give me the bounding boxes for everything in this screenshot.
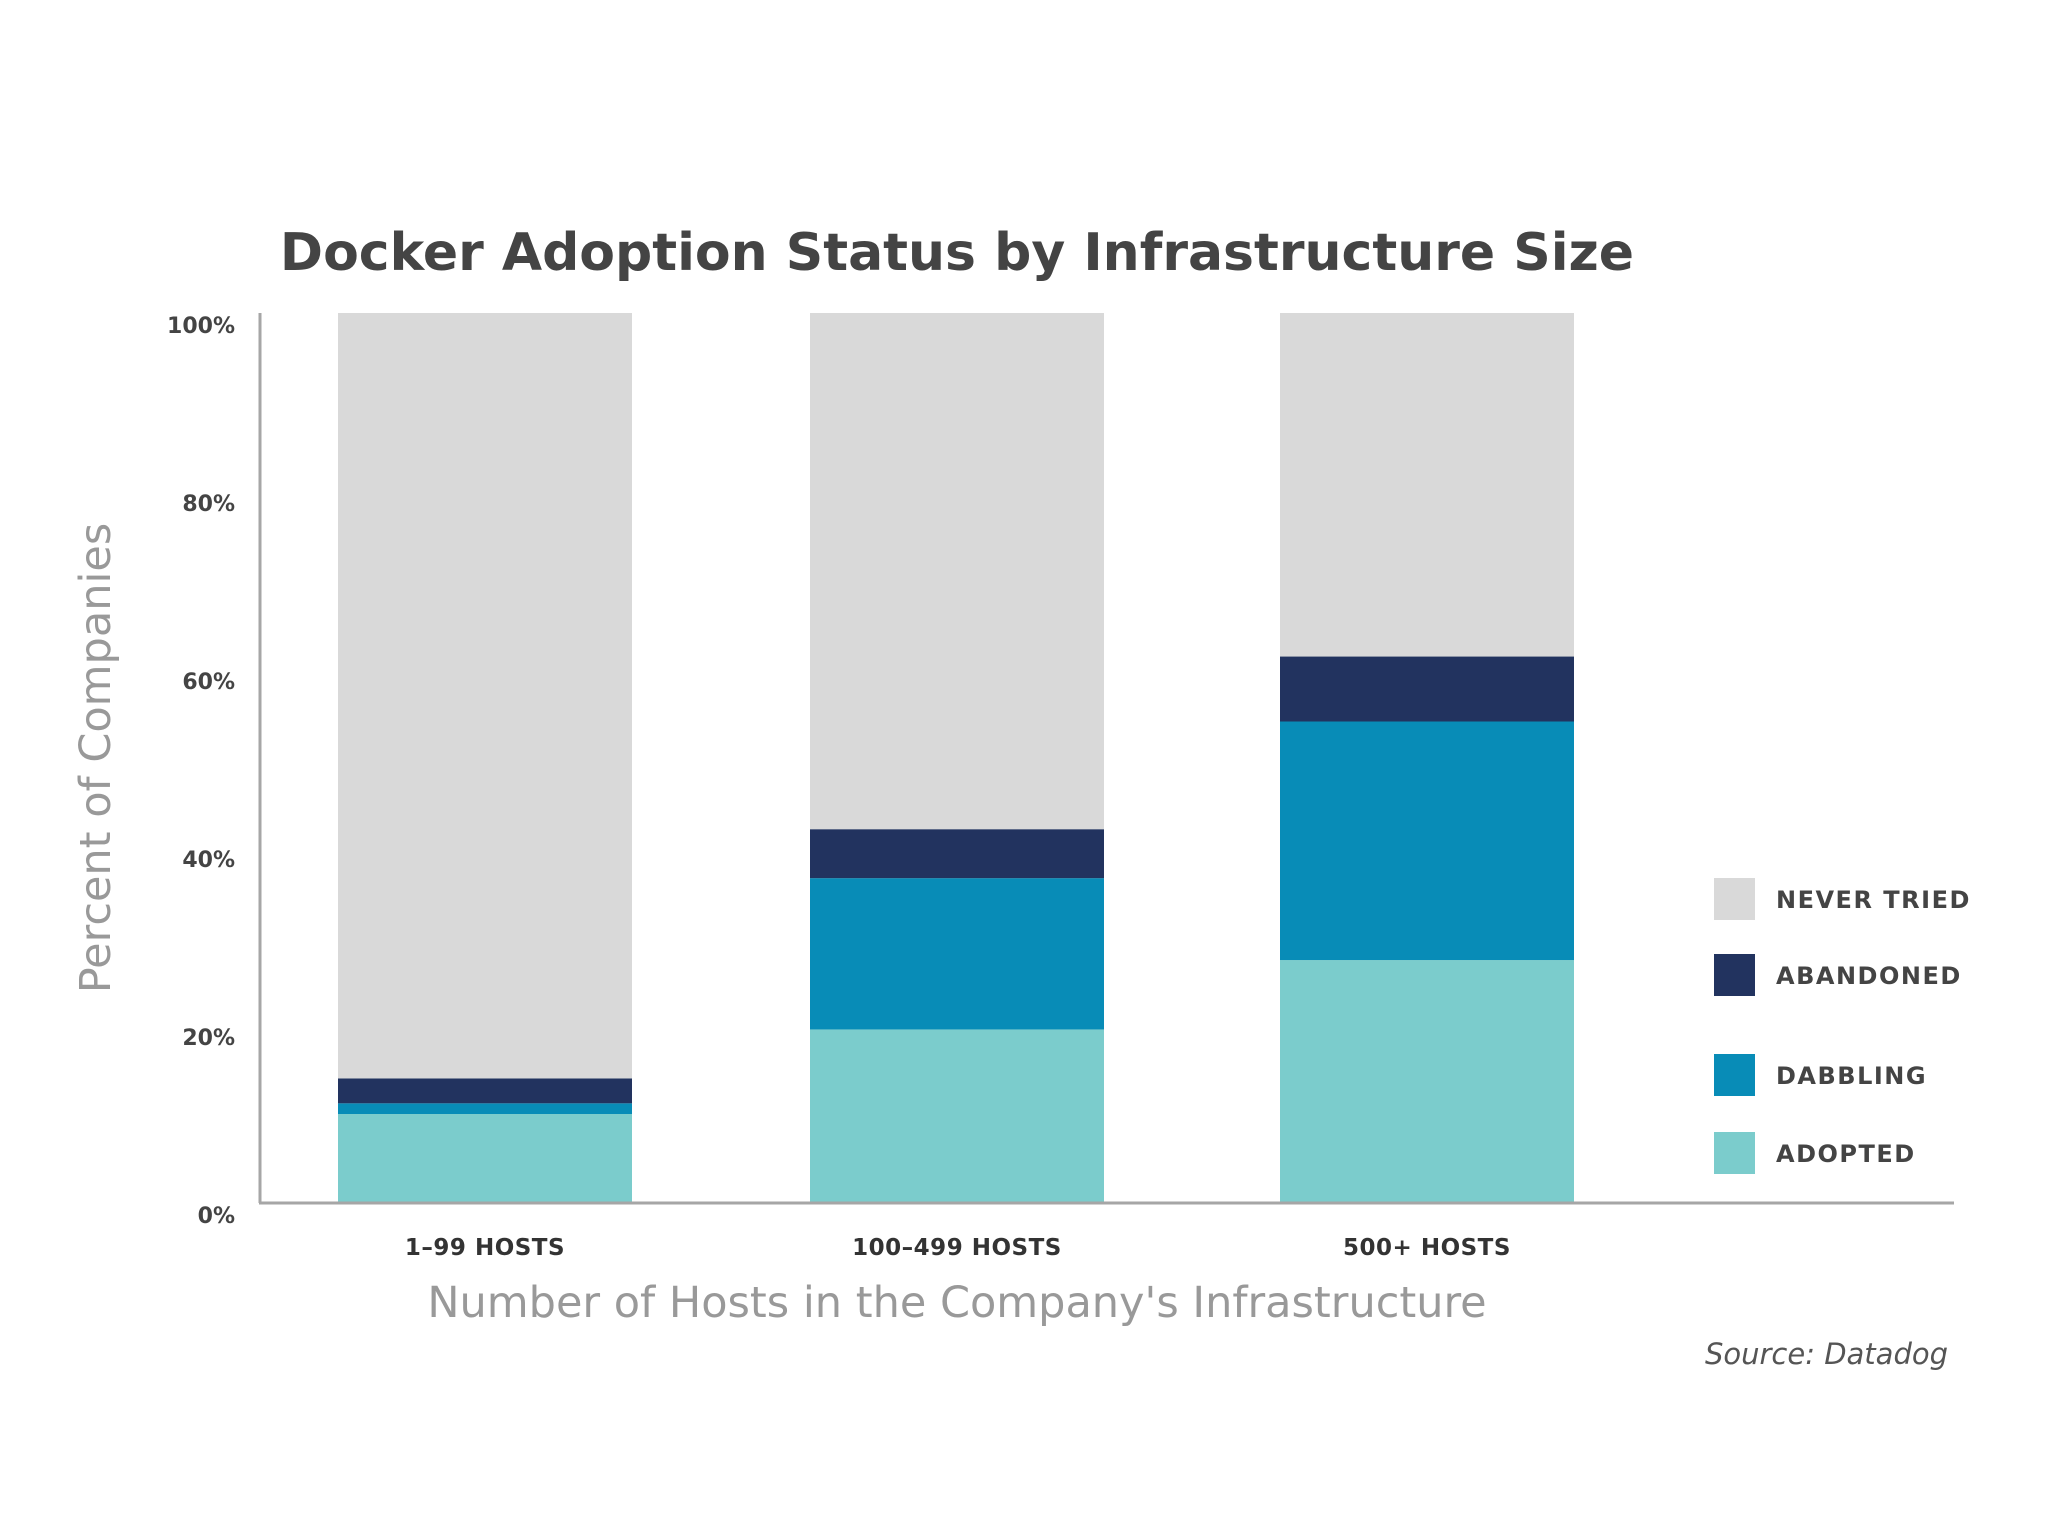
legend-swatch-adopted xyxy=(1714,1132,1755,1174)
y-tick-label: 0% xyxy=(198,1204,235,1229)
bar-segment-never-tried-2 xyxy=(810,313,1104,830)
legend-label-dabbling: DABBLING xyxy=(1776,1062,1927,1090)
bar-segment-never-tried-3 xyxy=(1280,313,1574,657)
legend-label-abandoned: ABANDONED xyxy=(1776,962,1962,990)
x-tick-label: 1–99 HOSTS xyxy=(405,1235,565,1261)
bars-group xyxy=(338,313,1574,1203)
bar-segment-dabbling-1 xyxy=(338,1103,632,1114)
bar-segment-never-tried-1 xyxy=(338,313,632,1079)
y-tick-label: 80% xyxy=(182,492,235,517)
y-tick-label: 100% xyxy=(167,314,235,339)
bar-segment-dabbling-2 xyxy=(810,878,1104,1030)
legend-label-adopted: ADOPTED xyxy=(1776,1140,1916,1168)
legend: NEVER TRIED ABANDONED DABBLING ADOPTED xyxy=(1714,878,1971,1174)
bar-segment-adopted-1 xyxy=(338,1114,632,1203)
bar-segment-abandoned-1 xyxy=(338,1078,632,1104)
y-tick-label: 60% xyxy=(182,670,235,695)
y-tick-label: 20% xyxy=(182,1026,235,1051)
legend-swatch-abandoned xyxy=(1714,954,1755,996)
x-tick-label: 100–499 HOSTS xyxy=(852,1235,1062,1261)
bar-segment-adopted-2 xyxy=(810,1029,1104,1203)
chart-title: Docker Adoption Status by Infrastructure… xyxy=(280,223,1634,283)
bar-segment-abandoned-3 xyxy=(1280,656,1574,722)
bar-segment-adopted-3 xyxy=(1280,960,1574,1203)
legend-swatch-dabbling xyxy=(1714,1054,1755,1096)
y-tick-labels: 0% 20% 40% 60% 80% 100% xyxy=(167,314,235,1229)
bar-segment-abandoned-2 xyxy=(810,829,1104,879)
legend-swatch-never-tried xyxy=(1714,878,1755,920)
y-axis-title: Percent of Companies xyxy=(71,523,121,994)
bar-segment-dabbling-3 xyxy=(1280,721,1574,961)
x-category-labels: 1–99 HOSTS 100–499 HOSTS 500+ HOSTS xyxy=(405,1235,1511,1261)
y-tick-label: 40% xyxy=(182,848,235,873)
x-tick-label: 500+ HOSTS xyxy=(1343,1235,1511,1261)
source-note: Source: Datadog xyxy=(1705,1337,1948,1371)
legend-label-never-tried: NEVER TRIED xyxy=(1776,886,1971,914)
x-axis-title: Number of Hosts in the Company's Infrast… xyxy=(427,1278,1486,1328)
